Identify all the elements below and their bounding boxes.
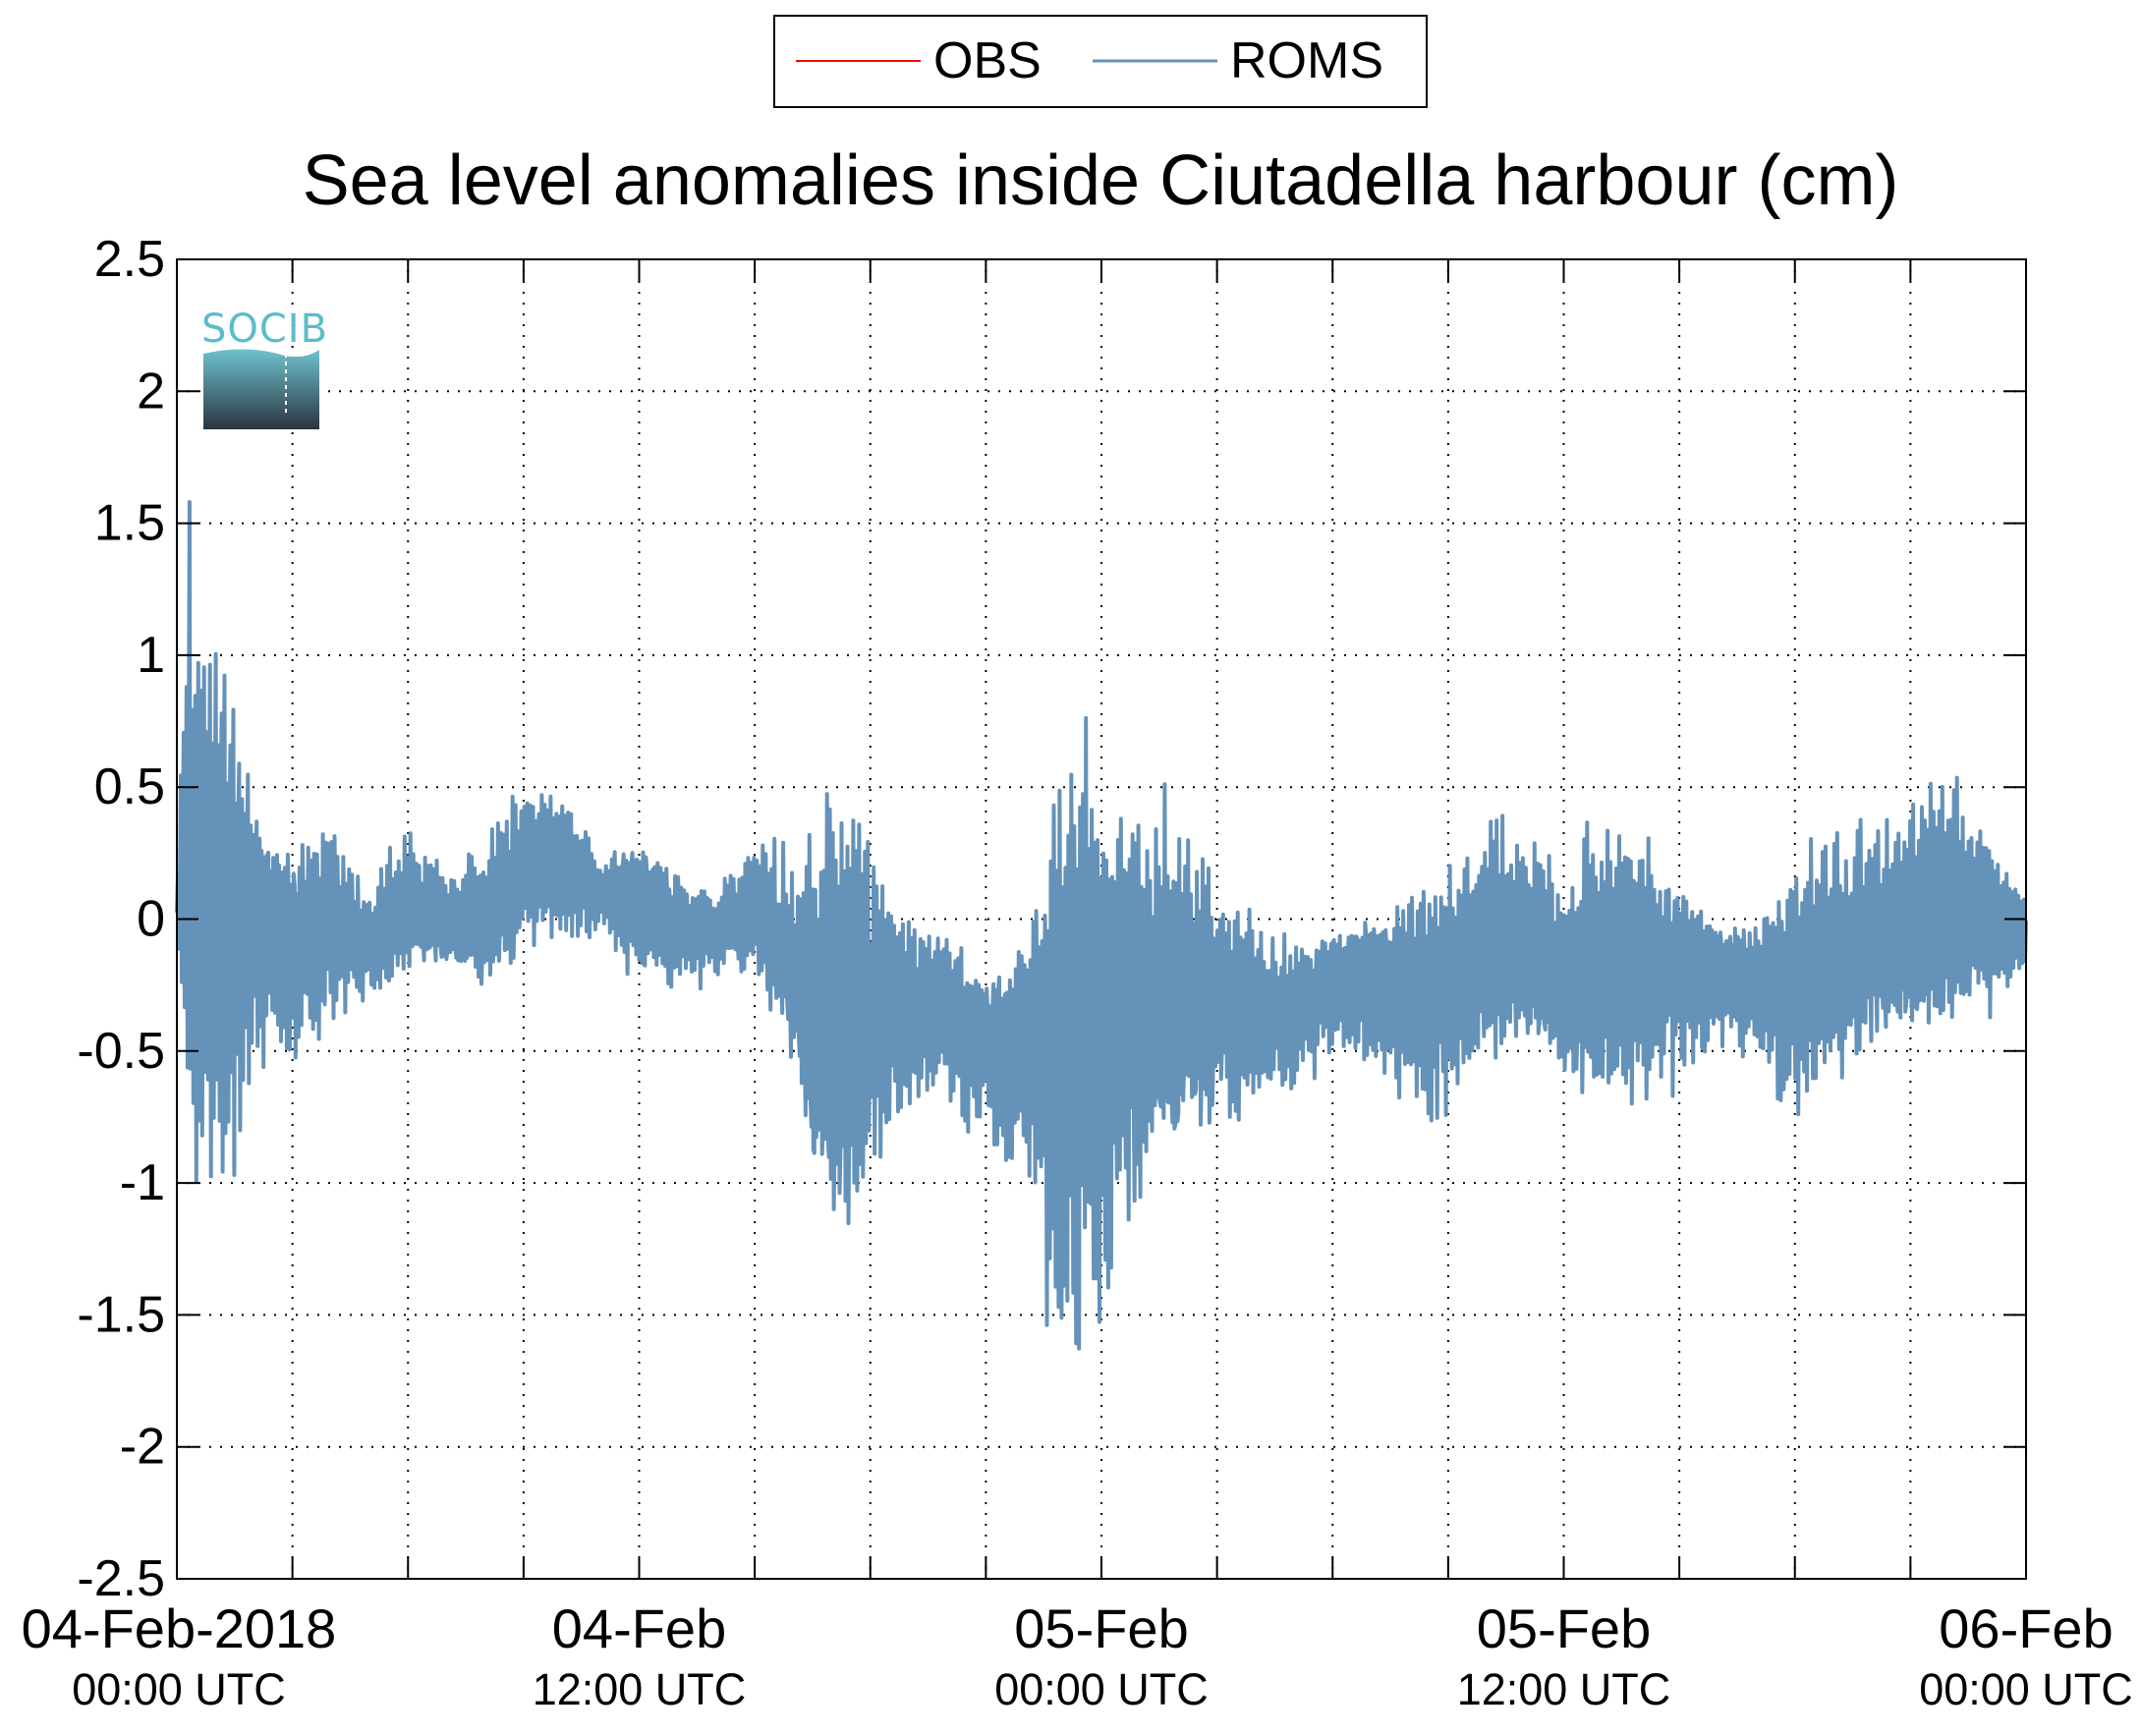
y-tick-label: 1 bbox=[137, 627, 165, 684]
legend-label-roms: ROMS bbox=[1230, 32, 1383, 89]
y-tick-label: -0.5 bbox=[77, 1023, 165, 1080]
x-tick-label-time: 12:00 UTC bbox=[533, 1664, 747, 1714]
y-tick-label: 0 bbox=[137, 891, 165, 948]
y-tick-label: -1.5 bbox=[77, 1286, 165, 1343]
x-tick-label-date: 04-Feb-2018 bbox=[22, 1597, 337, 1659]
x-tick-label-date: 05-Feb bbox=[1014, 1597, 1188, 1659]
x-tick-label-date: 05-Feb bbox=[1477, 1597, 1651, 1659]
y-tick-label: -1 bbox=[120, 1154, 165, 1211]
x-tick-label-time: 12:00 UTC bbox=[1457, 1664, 1671, 1714]
x-tick-label-date: 04-Feb bbox=[552, 1597, 726, 1659]
y-tick-label: -2.5 bbox=[77, 1550, 165, 1607]
y-tick-label: 2.5 bbox=[94, 231, 165, 288]
x-tick-label-time: 00:00 UTC bbox=[994, 1664, 1209, 1714]
series-line-roms bbox=[175, 500, 2028, 1351]
y-tick-label: 1.5 bbox=[94, 495, 165, 552]
legend: OBS ROMS bbox=[773, 15, 1428, 108]
y-tick-label: 0.5 bbox=[94, 758, 165, 815]
x-tick-label-date: 06-Feb bbox=[1939, 1597, 2113, 1659]
socib-logo-wave-icon bbox=[203, 349, 319, 429]
x-tick-label-time: 00:00 UTC bbox=[1919, 1664, 2133, 1714]
chart-title: Sea level anomalies inside Ciutadella ha… bbox=[303, 141, 1899, 220]
socib-logo: SOCIB bbox=[201, 307, 328, 429]
series-layer bbox=[175, 500, 2028, 1351]
x-tick-label-time: 00:00 UTC bbox=[72, 1664, 286, 1714]
socib-logo-text: SOCIB bbox=[201, 307, 328, 352]
y-tick-label: 2 bbox=[137, 363, 165, 420]
axis-ticks bbox=[176, 258, 2027, 1580]
legend-label-obs: OBS bbox=[933, 32, 1042, 89]
y-tick-label: -2 bbox=[120, 1419, 165, 1476]
y-axis-tick-labels: 2.5 2 1.5 1 0.5 0 -0.5 -1 -1.5 -2 -2.5 bbox=[77, 231, 165, 1607]
